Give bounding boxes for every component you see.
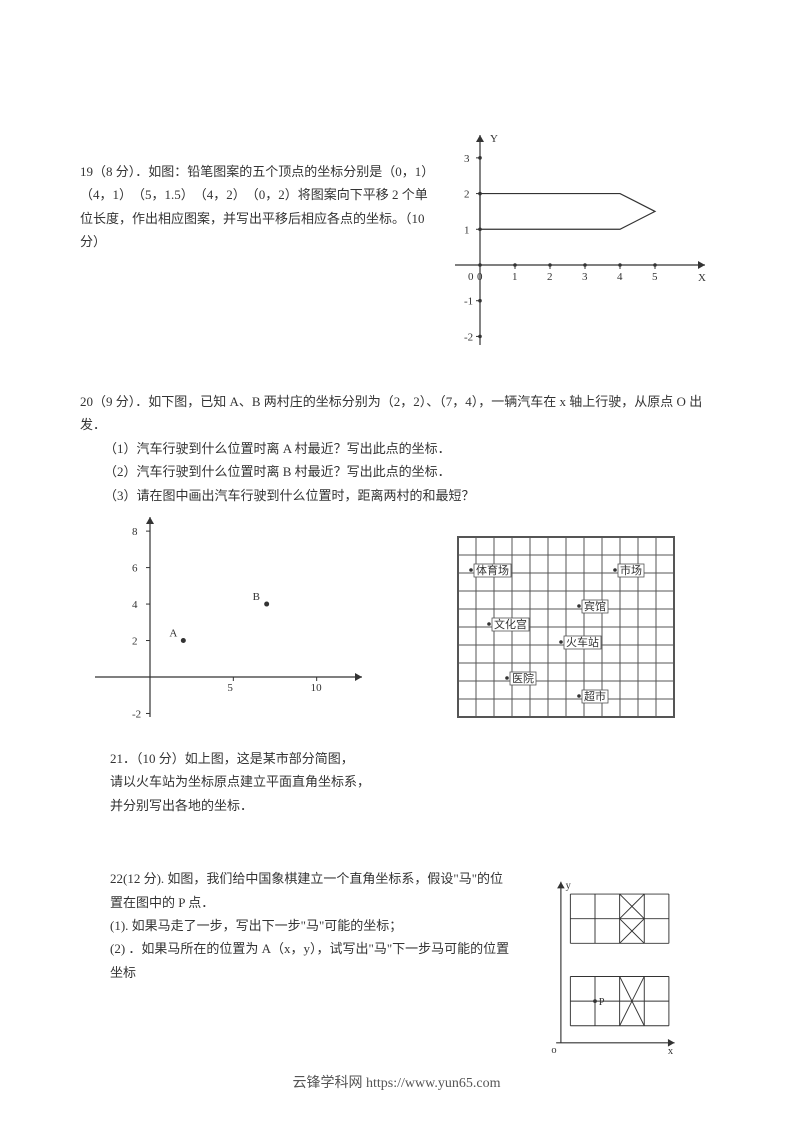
svg-text:8: 8 bbox=[132, 526, 138, 538]
p19-heading: 19（8 分）．如图：铅笔图案的五个顶点的坐标分别是（0，1） （4，1） （5… bbox=[80, 164, 441, 249]
svg-text:x: x bbox=[668, 1046, 674, 1057]
p21-line1: 21．（10 分）如上图，这是某市部分简图， bbox=[110, 747, 713, 770]
p20-heading: 20（9 分）．如下图，已知 A、B 两村庄的坐标分别为（2，2）、（7，4），… bbox=[80, 390, 713, 437]
svg-text:Y: Y bbox=[490, 133, 498, 145]
p22-line1: (1). 如果马走了一步，写出下一步"马"可能的坐标； bbox=[110, 914, 510, 937]
p20-line3: （3）请在图中画出汽车行驶到什么位置时，距离两村的和最短？ bbox=[80, 484, 713, 507]
p20-line2: （2）汽车行驶到什么位置时离 B 村最近？写出此点的坐标． bbox=[80, 460, 713, 483]
problem-20: 20（9 分）．如下图，已知 A、B 两村庄的坐标分别为（2，2）、（7，4），… bbox=[80, 390, 713, 722]
problem-19: 19（8 分）．如图：铅笔图案的五个顶点的坐标分别是（0，1） （4，1） （5… bbox=[80, 160, 713, 360]
svg-text:5: 5 bbox=[227, 682, 233, 694]
svg-text:文化宫: 文化宫 bbox=[494, 617, 527, 631]
svg-text:A: A bbox=[169, 627, 177, 639]
svg-text:体育场: 体育场 bbox=[476, 563, 509, 577]
svg-text:5: 5 bbox=[652, 271, 658, 283]
svg-text:4: 4 bbox=[617, 271, 623, 283]
svg-text:2: 2 bbox=[547, 271, 553, 283]
svg-text:-2: -2 bbox=[132, 708, 141, 720]
svg-text:3: 3 bbox=[582, 271, 588, 283]
svg-text:y: y bbox=[566, 880, 572, 891]
svg-text:1: 1 bbox=[512, 271, 518, 283]
svg-text:P: P bbox=[599, 997, 605, 1008]
svg-text:10: 10 bbox=[311, 682, 323, 694]
svg-text:医院: 医院 bbox=[512, 671, 534, 685]
svg-text:-1: -1 bbox=[464, 296, 473, 308]
svg-text:4: 4 bbox=[132, 599, 138, 611]
svg-text:火车站: 火车站 bbox=[566, 635, 599, 649]
svg-text:0: 0 bbox=[477, 271, 483, 283]
svg-text:市场: 市场 bbox=[620, 563, 642, 577]
problem-21: 21．（10 分）如上图，这是某市部分简图， 请以火车站为坐标原点建立平面直角坐… bbox=[80, 747, 713, 817]
p19-chart: 0 1 2 3 4 5 -2 -1 1 2 3 0 X Y bbox=[450, 130, 710, 360]
svg-text:0: 0 bbox=[468, 271, 474, 283]
page-footer: 云锋学科网 https://www.yun65.com bbox=[0, 1072, 793, 1092]
svg-text:1: 1 bbox=[464, 224, 470, 236]
svg-text:-2: -2 bbox=[464, 331, 473, 343]
problem-22: 22(12 分). 如图，我们给中国象棋建立一个直角坐标系，假设"马"的位置在图… bbox=[80, 867, 713, 1067]
p20-right-chart: 体育场 市场宾馆文化宫火车站医院超市 bbox=[453, 532, 683, 722]
svg-text:B: B bbox=[253, 591, 260, 603]
p22-heading: 22(12 分). 如图，我们给中国象棋建立一个直角坐标系，假设"马"的位置在图… bbox=[110, 867, 510, 914]
p22-line2: (2) ．如果马所在的位置为 A（x，y），试写出"马"下一步马可能的位置坐标 bbox=[110, 937, 510, 984]
svg-text:X: X bbox=[698, 272, 706, 284]
svg-text:宾馆: 宾馆 bbox=[584, 599, 606, 613]
problem-19-text: 19（8 分）．如图：铅笔图案的五个顶点的坐标分别是（0，1） （4，1） （5… bbox=[80, 160, 440, 254]
p20-left-chart: -5510-22468AB bbox=[90, 512, 370, 722]
svg-text:2: 2 bbox=[464, 189, 470, 201]
p22-chart: y x o P bbox=[543, 877, 683, 1057]
svg-text:2: 2 bbox=[132, 635, 138, 647]
svg-text:6: 6 bbox=[132, 563, 138, 575]
svg-text:超市: 超市 bbox=[584, 689, 606, 703]
svg-text:o: o bbox=[551, 1045, 556, 1056]
svg-text:3: 3 bbox=[464, 153, 470, 165]
p21-line2: 请以火车站为坐标原点建立平面直角坐标系， bbox=[110, 770, 713, 793]
p20-line1: （1）汽车行驶到什么位置时离 A 村最近？写出此点的坐标． bbox=[80, 437, 713, 460]
p21-line3: 并分别写出各地的坐标． bbox=[110, 794, 713, 817]
